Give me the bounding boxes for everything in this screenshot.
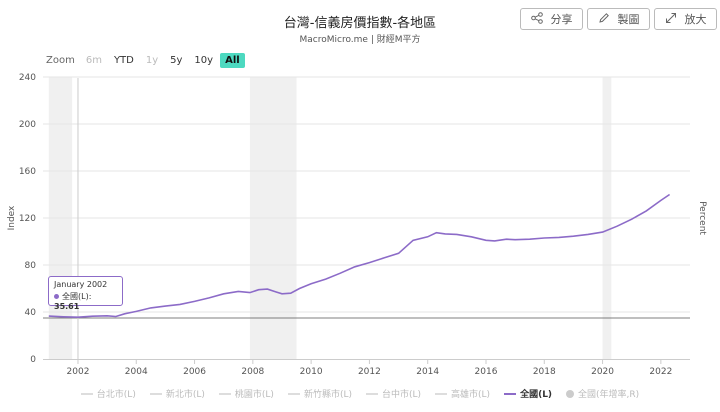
share-button[interactable]: 分享 — [520, 8, 583, 30]
legend-label: 新北市(L) — [165, 390, 205, 400]
share-label: 分享 — [550, 13, 573, 26]
legend-item-national-yoy[interactable]: 全國(年增率,R) — [566, 387, 639, 400]
series-line-national — [48, 193, 671, 319]
zoom-selector: Zoom 6m YTD 1y 5y 10y All — [46, 53, 247, 68]
expand-button[interactable]: 放大 — [654, 8, 717, 30]
zoom-label: Zoom — [46, 55, 75, 66]
legend-label: 全國(L) — [520, 390, 553, 400]
legend-item-taichung[interactable]: 台中市(L) — [365, 387, 422, 400]
legend-label: 台中市(L) — [381, 390, 422, 400]
legend-swatch — [365, 392, 378, 395]
y-tick-label: 0 — [30, 355, 36, 365]
tooltip-row: 全國(L): 35.61 — [54, 291, 117, 311]
y-axis-label-right: Percent — [697, 201, 707, 235]
zoom-all-button[interactable]: All — [220, 53, 245, 68]
legend-label: 全國(年增率,R) — [578, 390, 640, 400]
legend-label: 桃園市(L) — [234, 390, 274, 400]
legend-swatch — [435, 392, 448, 395]
legend-dot — [566, 389, 575, 398]
x-tick-label: 2002 — [67, 367, 90, 377]
x-tick-label: 2022 — [649, 367, 672, 377]
legend-item-new-taipei[interactable]: 新北市(L) — [149, 387, 205, 400]
x-tick-label: 2016 — [475, 367, 498, 377]
y-tick-label: 40 — [25, 308, 37, 318]
legend-item-taoyuan[interactable]: 桃園市(L) — [218, 387, 274, 400]
draw-label: 製圖 — [617, 13, 640, 26]
legend-item-national[interactable]: 全國(L) — [504, 387, 552, 400]
zoom-6m-button[interactable]: 6m — [85, 55, 102, 66]
tooltip-value: 35.61 — [54, 302, 80, 311]
x-tick-label: 2010 — [300, 367, 323, 377]
tooltip-marker — [54, 294, 59, 299]
zoom-ytd-button[interactable]: YTD — [113, 55, 134, 66]
legend-item-taipei[interactable]: 台北市(L) — [80, 387, 136, 400]
y-tick-label: 200 — [19, 120, 36, 130]
x-tick-label: 2020 — [591, 367, 614, 377]
x-tick-label: 2012 — [358, 367, 381, 377]
y-tick-label: 80 — [25, 261, 37, 271]
zoom-10y-button[interactable]: 10y — [194, 55, 214, 66]
x-tick-label: 2018 — [533, 367, 556, 377]
x-tick-label: 2008 — [241, 367, 264, 377]
expand-icon — [665, 12, 677, 27]
tooltip: January 2002 全國(L): 35.61 — [48, 276, 123, 311]
legend-item-kaohsiung[interactable]: 高雄市(L) — [435, 387, 490, 400]
y-tick-label: 240 — [19, 73, 36, 83]
share-icon — [530, 11, 543, 27]
chart-subtitle: MacroMicro.me | 財經M平方 — [299, 35, 421, 45]
expand-label: 放大 — [684, 13, 707, 26]
legend-label: 台北市(L) — [96, 390, 136, 400]
legend-swatch — [218, 392, 231, 395]
draw-button[interactable]: 製圖 — [587, 8, 650, 30]
x-tick-label: 2006 — [183, 367, 206, 377]
legend-label: 高雄市(L) — [451, 390, 491, 400]
legend-swatch — [504, 392, 517, 395]
legend-swatch — [80, 392, 93, 395]
zoom-5y-button[interactable]: 5y — [170, 55, 183, 66]
y-axis-label: Index — [7, 205, 17, 230]
pencil-icon — [598, 12, 610, 27]
tooltip-series: 全國(L): — [62, 292, 92, 301]
x-tick-label: 2004 — [125, 367, 148, 377]
y-tick-label: 160 — [19, 167, 36, 177]
legend-swatch — [287, 392, 300, 395]
zoom-1y-button[interactable]: 1y — [145, 55, 159, 66]
x-tick-label: 2014 — [416, 367, 439, 377]
chart-title: 台灣-信義房價指數-各地區 — [283, 16, 437, 31]
tooltip-date: January 2002 — [54, 280, 108, 289]
legend-swatch — [149, 392, 162, 395]
legend-item-hsinchu[interactable]: 新竹縣市(L) — [287, 387, 352, 400]
legend: 台北市(L) 新北市(L) 桃園市(L) 新竹縣市(L) 台中市(L) 高雄市(… — [0, 387, 720, 400]
legend-label: 新竹縣市(L) — [303, 390, 352, 400]
y-tick-label: 120 — [19, 214, 36, 224]
